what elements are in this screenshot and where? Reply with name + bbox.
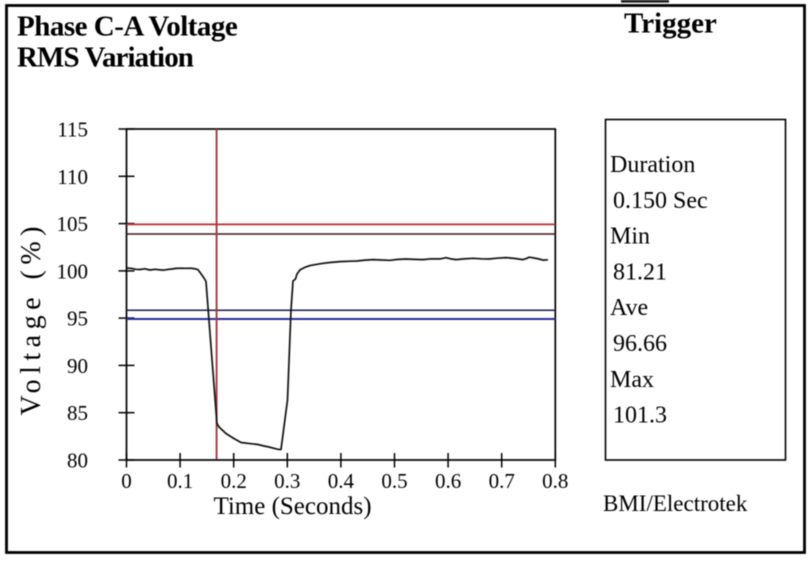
svg-text:95: 95 (67, 307, 88, 331)
svg-text:Trigger: Trigger (624, 7, 717, 39)
svg-text:0.4: 0.4 (328, 469, 355, 493)
svg-text:110: 110 (57, 165, 88, 189)
svg-text:81.21: 81.21 (613, 259, 667, 285)
svg-text:Voltage (%): Voltage (%) (16, 227, 47, 416)
svg-text:0.6: 0.6 (435, 469, 461, 493)
svg-text:100: 100 (57, 259, 89, 283)
svg-text:90: 90 (67, 354, 88, 378)
svg-text:Duration: Duration (610, 152, 695, 178)
svg-text:80: 80 (67, 449, 88, 473)
svg-text:85: 85 (67, 401, 88, 425)
svg-text:115: 115 (57, 118, 88, 142)
svg-text:96.66: 96.66 (613, 331, 667, 357)
svg-text:Min: Min (610, 224, 650, 250)
svg-text:0.5: 0.5 (381, 469, 407, 493)
svg-text:0.150 Sec: 0.150 Sec (613, 188, 708, 214)
svg-text:Phase C-A Voltage: Phase C-A Voltage (17, 11, 238, 43)
svg-text:Time (Seconds): Time (Seconds) (213, 493, 371, 520)
svg-text:101.3: 101.3 (613, 403, 667, 429)
svg-text:0.7: 0.7 (489, 469, 515, 493)
svg-text:105: 105 (57, 212, 89, 236)
svg-text:0.2: 0.2 (221, 469, 247, 493)
svg-text:0: 0 (121, 469, 132, 493)
svg-text:0.3: 0.3 (274, 469, 300, 493)
svg-text:Ave: Ave (610, 295, 648, 321)
svg-text:0.8: 0.8 (542, 469, 568, 493)
svg-text:RMS Variation: RMS Variation (17, 42, 194, 74)
svg-text:Max: Max (610, 367, 654, 393)
svg-text:0.1: 0.1 (167, 469, 193, 493)
svg-text:BMI/Electrotek: BMI/Electrotek (603, 491, 748, 516)
